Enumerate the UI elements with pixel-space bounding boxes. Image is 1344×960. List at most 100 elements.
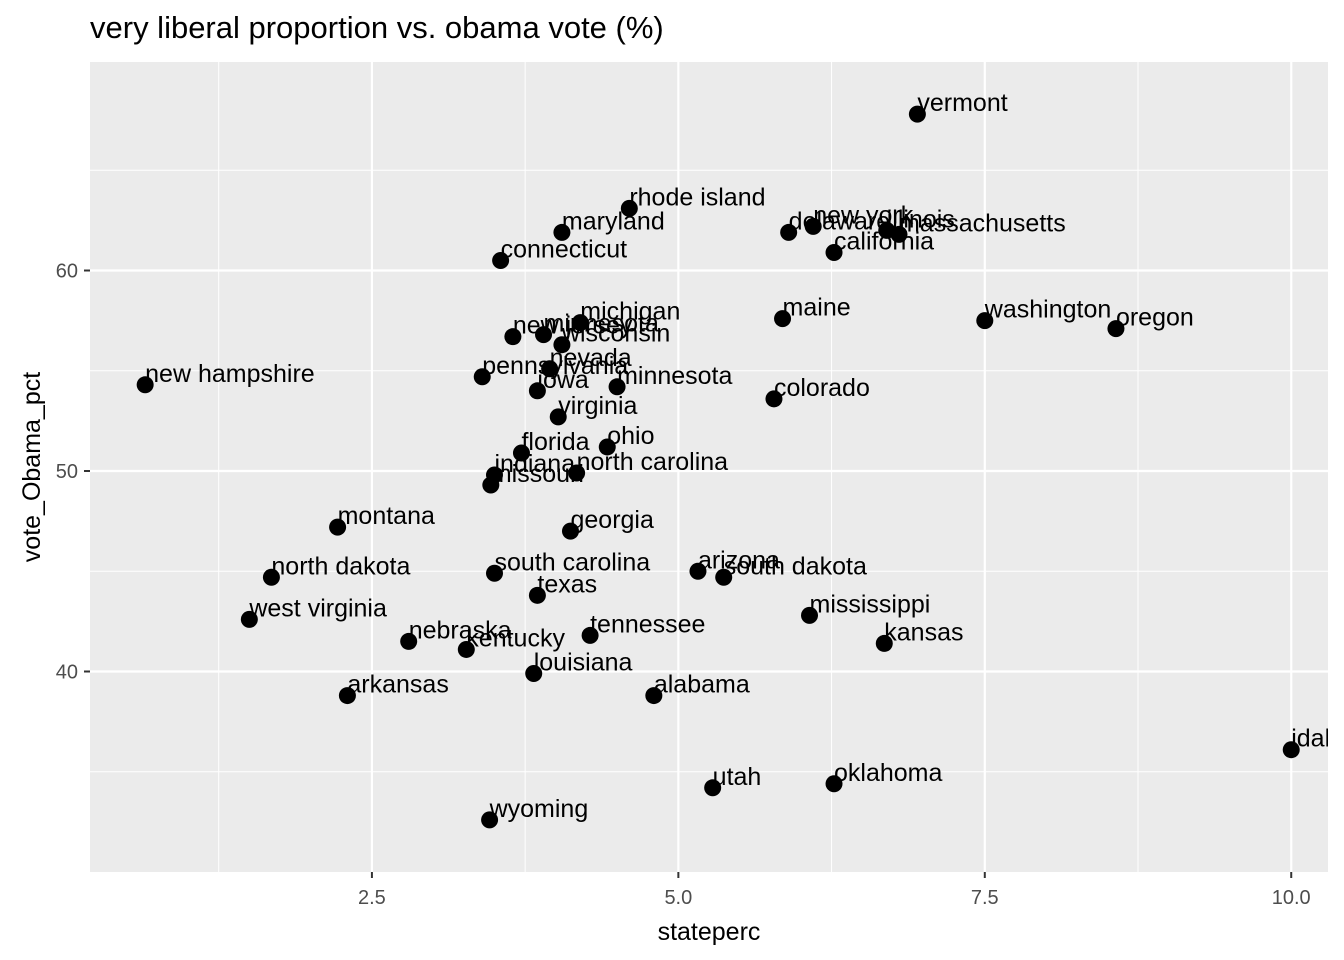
data-point (801, 606, 819, 624)
data-label: tennessee (590, 610, 705, 638)
data-label: ohio (607, 422, 654, 450)
data-label: south carolina (494, 548, 650, 576)
data-point (645, 687, 663, 705)
data-point (1107, 320, 1125, 338)
data-label: iowa (537, 366, 589, 394)
data-label: massachusetts (899, 209, 1066, 237)
data-point (549, 408, 567, 426)
data-label: alabama (654, 671, 750, 699)
data-label: mississippi (810, 590, 931, 618)
data-point (825, 775, 843, 793)
data-point (329, 518, 347, 536)
data-point (535, 326, 553, 344)
data-point (561, 522, 579, 540)
data-label: washington (984, 296, 1111, 324)
data-point (541, 360, 559, 378)
data-point (338, 687, 356, 705)
data-point (504, 328, 522, 346)
data-label: north carolina (577, 448, 729, 476)
data-label: maine (783, 294, 851, 322)
y-tick-label: 50 (56, 461, 78, 483)
data-label: idaho (1291, 725, 1344, 753)
data-label: virginia (558, 392, 637, 420)
data-label: illinois (887, 205, 955, 233)
data-label: oklahoma (834, 759, 942, 787)
data-point (473, 368, 491, 386)
data-label: utah (713, 763, 762, 791)
data-label: georgia (570, 506, 653, 534)
data-point (481, 811, 499, 829)
y-tick-label: 60 (56, 261, 78, 283)
y-axis-title: vote_Obama_pct (18, 372, 46, 562)
data-label: new york (813, 201, 914, 229)
data-label: arizona (698, 546, 780, 574)
data-label: pennsylvania (482, 352, 628, 380)
data-point (240, 610, 258, 628)
data-point (620, 199, 638, 217)
x-tick-label: 10.0 (1272, 887, 1311, 909)
data-label: maryland (562, 207, 665, 235)
data-label: west virginia (248, 594, 387, 622)
data-point (528, 586, 546, 604)
data-point (704, 779, 722, 797)
data-label: indiana (494, 450, 575, 478)
x-tick-label: 2.5 (358, 887, 386, 909)
data-label: minnesota (617, 362, 732, 390)
data-point (457, 640, 475, 658)
chart-title: very liberal proportion vs. obama vote (… (90, 10, 664, 45)
data-point (774, 310, 792, 328)
data-point (400, 632, 418, 650)
data-point (571, 314, 589, 332)
data-label: kansas (884, 618, 963, 646)
data-point (608, 378, 626, 396)
data-label: montana (338, 502, 435, 530)
data-label: minnesota (544, 310, 659, 338)
data-label: kentucky (466, 624, 565, 652)
data-label: louisiana (534, 649, 633, 677)
data-label: texas (537, 570, 597, 598)
plot-panel (90, 62, 1328, 872)
data-point (485, 564, 503, 582)
grid-lines (90, 62, 1328, 872)
data-label: rhode island (629, 183, 765, 211)
data-point (482, 476, 500, 494)
data-label: arkansas (347, 671, 448, 699)
data-label: oregon (1116, 304, 1194, 332)
data-label: california (834, 227, 934, 255)
data-label: new jersey (513, 312, 633, 340)
y-tick-label: 40 (56, 662, 78, 684)
data-label: wisconsin (561, 320, 670, 348)
data-label: new hampshire (145, 360, 315, 388)
data-point (1282, 741, 1300, 759)
data-point (875, 634, 893, 652)
data-points (136, 105, 1300, 829)
data-point (136, 376, 154, 394)
data-label: wyoming (489, 795, 589, 823)
data-point (492, 251, 510, 269)
x-axis-title: stateperc (658, 918, 761, 946)
data-label: nebraska (409, 616, 512, 644)
data-point (581, 626, 599, 644)
axes: 2.5 5.0 7.5 10.0 40 50 60 (56, 261, 1311, 909)
data-point (890, 225, 908, 243)
data-point (765, 390, 783, 408)
data-point (568, 464, 586, 482)
data-point (715, 568, 733, 586)
data-point (553, 223, 571, 241)
data-point (804, 217, 822, 235)
data-point (689, 562, 707, 580)
data-point (525, 665, 543, 683)
data-label: south dakota (724, 552, 867, 580)
data-label: missouri (491, 460, 584, 488)
data-label: connecticut (501, 235, 628, 263)
data-label: north dakota (271, 552, 410, 580)
data-label: delaware (789, 207, 890, 235)
data-label: vermont (917, 89, 1007, 117)
data-point (598, 438, 616, 456)
data-point (553, 336, 571, 354)
data-point (976, 312, 994, 330)
x-tick-label: 5.0 (664, 887, 692, 909)
data-point (528, 382, 546, 400)
